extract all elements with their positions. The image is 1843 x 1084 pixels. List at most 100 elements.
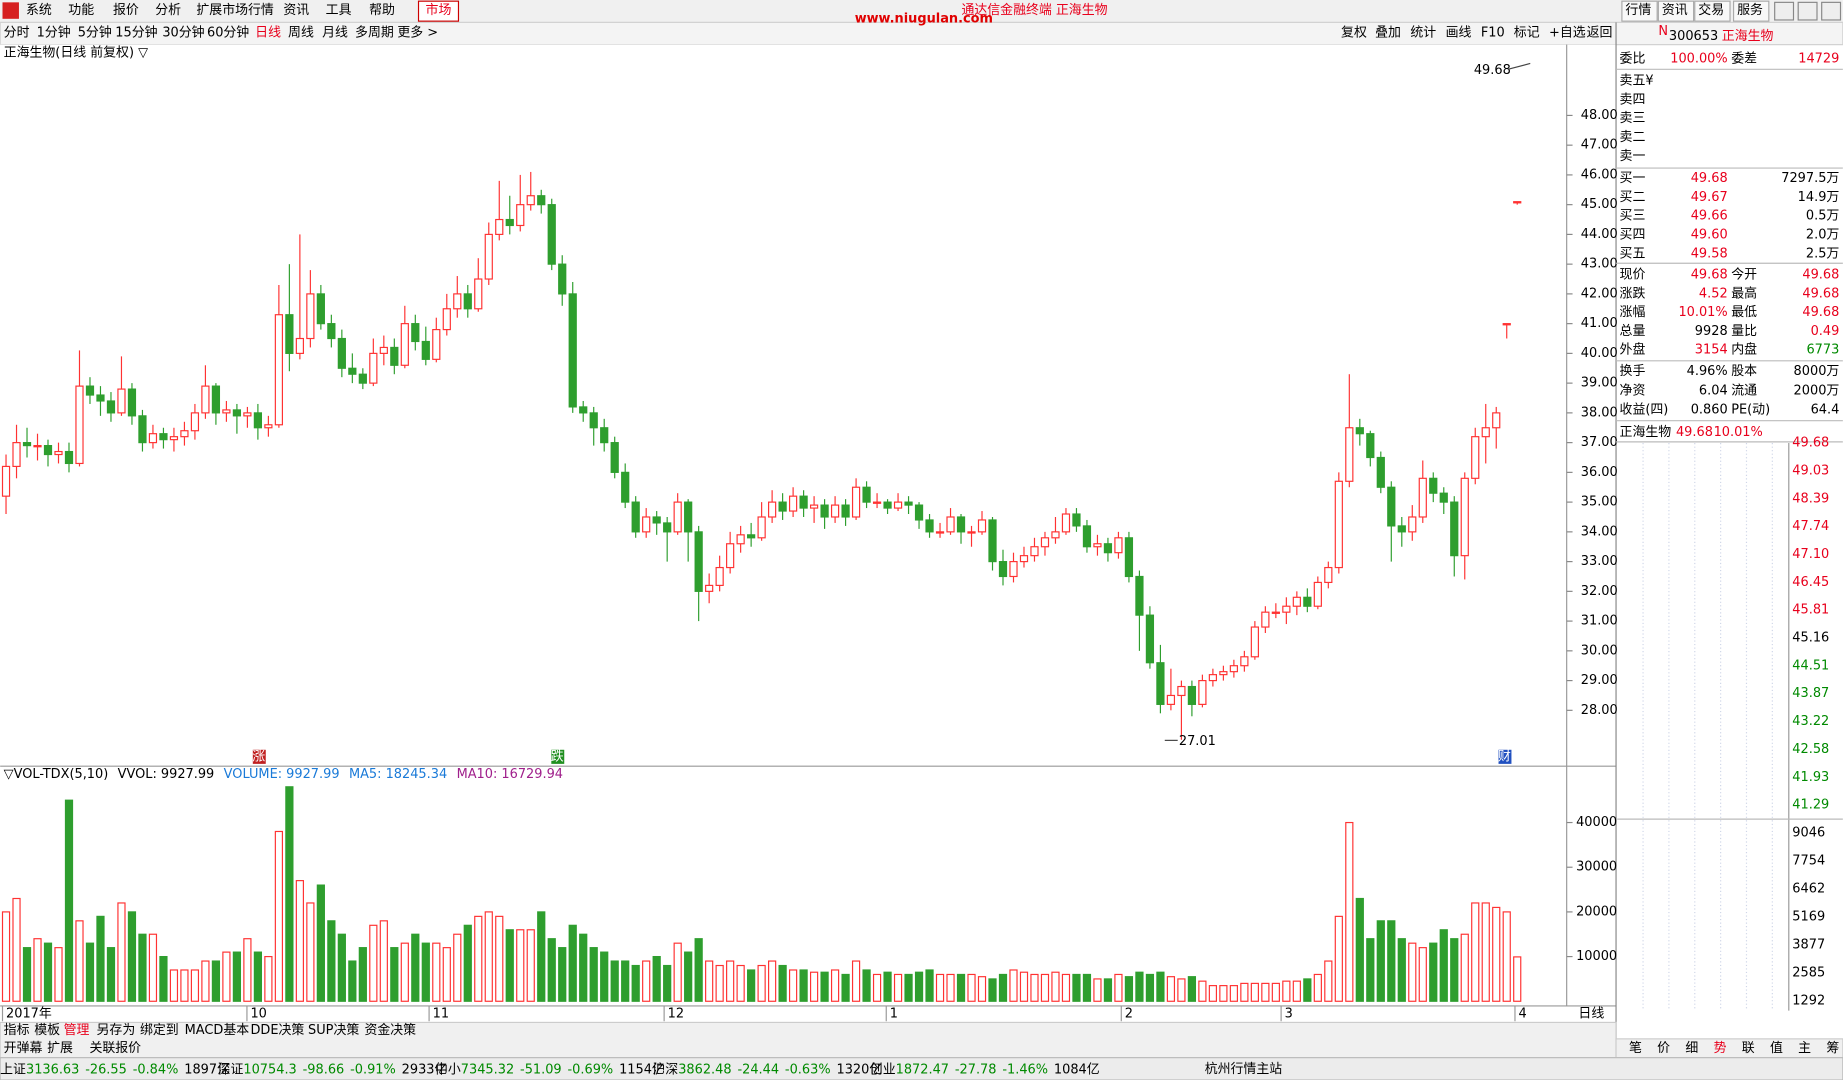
window-tab[interactable]: 资讯 [1662,3,1688,18]
period-button[interactable]: 1分钟 [37,24,71,40]
tool-button[interactable]: 统计 [1410,25,1436,40]
mini-price-label: 47.74 [1792,519,1829,534]
window-tab[interactable]: 交易 [1698,2,1724,18]
candle-body [841,504,850,518]
menu-item[interactable]: 分析 [155,3,181,18]
extension-tab[interactable]: 关联报价 [89,1041,141,1056]
indicator-tab[interactable]: 管理 [64,1023,90,1038]
volume-bar [1009,969,1018,1002]
volume-bar [1324,960,1333,1002]
period-button[interactable]: 更多 > [397,25,438,40]
mini-volume-label: 2585 [1792,966,1825,981]
candle-body [1187,685,1197,705]
window-tab[interactable]: 服务 [1737,2,1763,18]
volume-bar [1040,973,1050,1002]
volume-bar [1303,978,1312,1002]
volume-bar [778,964,787,1002]
y-tick-label: 37.00 [1581,435,1618,450]
period-button[interactable]: 周线 [288,25,314,40]
x-tick-label: 10 [250,1007,266,1022]
bid-label: 买五 [1620,246,1646,261]
volume-bar [768,960,777,1002]
panel-tab[interactable]: 值 [1770,1040,1783,1056]
panel-tab[interactable]: 细 [1685,1041,1698,1056]
candle-body [1040,537,1050,548]
volume-bar [914,971,924,1002]
tool-button[interactable]: 标记 [1514,25,1540,40]
indicator-tab[interactable]: 模板 [34,1023,60,1038]
tool-button[interactable]: 画线 [1446,25,1472,40]
period-button[interactable]: 日线 [255,25,281,40]
candle-body [600,427,609,444]
field-value: 3154 [1695,343,1728,358]
tool-button[interactable]: 叠加 [1375,25,1401,40]
indicator-tab[interactable]: 资金决策 [364,1022,416,1038]
indicator-tab[interactable]: 另存为 [97,1023,136,1038]
period-button[interactable]: 15分钟 [115,24,157,40]
candle-body [1051,531,1060,539]
volume-bar [1366,938,1375,1002]
candle-body [1282,605,1291,613]
panel-tab[interactable]: 主 [1798,1041,1811,1056]
candle-body [159,433,168,441]
window-control [1797,1,1818,21]
y-tick-label: 46.00 [1581,167,1618,182]
volume-bar [663,964,672,1002]
menu-item[interactable]: 功能 [68,3,94,18]
panel-tab[interactable]: 笔 [1629,1040,1642,1056]
volume-bar [106,947,116,1002]
y-tick-label: 35.00 [1581,495,1618,510]
panel-tab[interactable]: 筹 [1826,1040,1839,1056]
bid-volume: 0.5万 [1806,209,1840,224]
tool-button[interactable]: F10 [1481,25,1505,40]
volume-bar [1313,973,1322,1002]
volume-bar [22,947,32,1002]
event-label: 跌 [551,748,564,764]
volume-bar [274,830,283,1002]
index-field: 1897亿 [184,1062,230,1077]
volume-bar [1250,982,1259,1002]
panel-tab[interactable]: 联 [1742,1041,1755,1056]
menu-item[interactable]: 帮助 [369,3,395,18]
event-marker [252,749,266,764]
candle-body [1492,412,1501,429]
market-tab[interactable]: 市场 [426,2,452,18]
period-button[interactable]: 5分钟 [78,24,112,40]
volume-bar [872,973,882,1002]
extension-tab[interactable]: 扩展 [47,1041,73,1056]
menu-item[interactable]: 工具 [326,3,352,18]
y-tick-label: 47.00 [1581,138,1618,153]
indicator-tab[interactable]: MACD基本 [185,1023,250,1038]
period-button[interactable]: 分时 [4,25,30,40]
panel-tab[interactable]: 势 [1714,1040,1727,1056]
tool-button[interactable]: 返回 [1587,25,1613,40]
field-label: 股本 [1731,364,1757,379]
indicator-tab[interactable]: 绑定到 [140,1023,179,1038]
menu-item[interactable]: 报价 [113,3,139,18]
extension-tab[interactable]: 开弹幕 [4,1041,43,1056]
menu-item[interactable]: 扩展市场行情 [196,2,274,18]
period-button[interactable]: 月线 [322,25,348,40]
tool-button[interactable]: +自选 [1549,25,1586,40]
period-button[interactable]: 30分钟 [162,24,204,40]
candle-body [537,195,546,206]
menu-item[interactable]: 系统 [26,3,52,18]
period-button[interactable]: 多周期 [355,25,394,40]
candle-body [495,218,504,235]
index-field: 3136.63 [26,1062,79,1077]
candle-body [1303,596,1312,607]
volume-bar [316,884,325,1002]
candle-body [547,204,556,265]
indicator-tab[interactable]: SUP决策 [308,1022,359,1038]
mini-price-label: 41.93 [1792,770,1829,785]
period-button[interactable]: 60分钟 [207,24,249,40]
menu-item[interactable]: 资讯 [283,3,309,18]
candle-body [1240,656,1249,667]
window-tab[interactable]: 行情 [1625,3,1651,18]
panel-tab[interactable]: 价 [1657,1041,1670,1056]
tool-button[interactable]: 复权 [1341,24,1367,40]
candle-body [285,314,294,354]
indicator-tab[interactable]: 指标 [4,1023,30,1038]
candle-body [526,195,535,206]
indicator-tab[interactable]: DDE决策 [250,1022,304,1038]
